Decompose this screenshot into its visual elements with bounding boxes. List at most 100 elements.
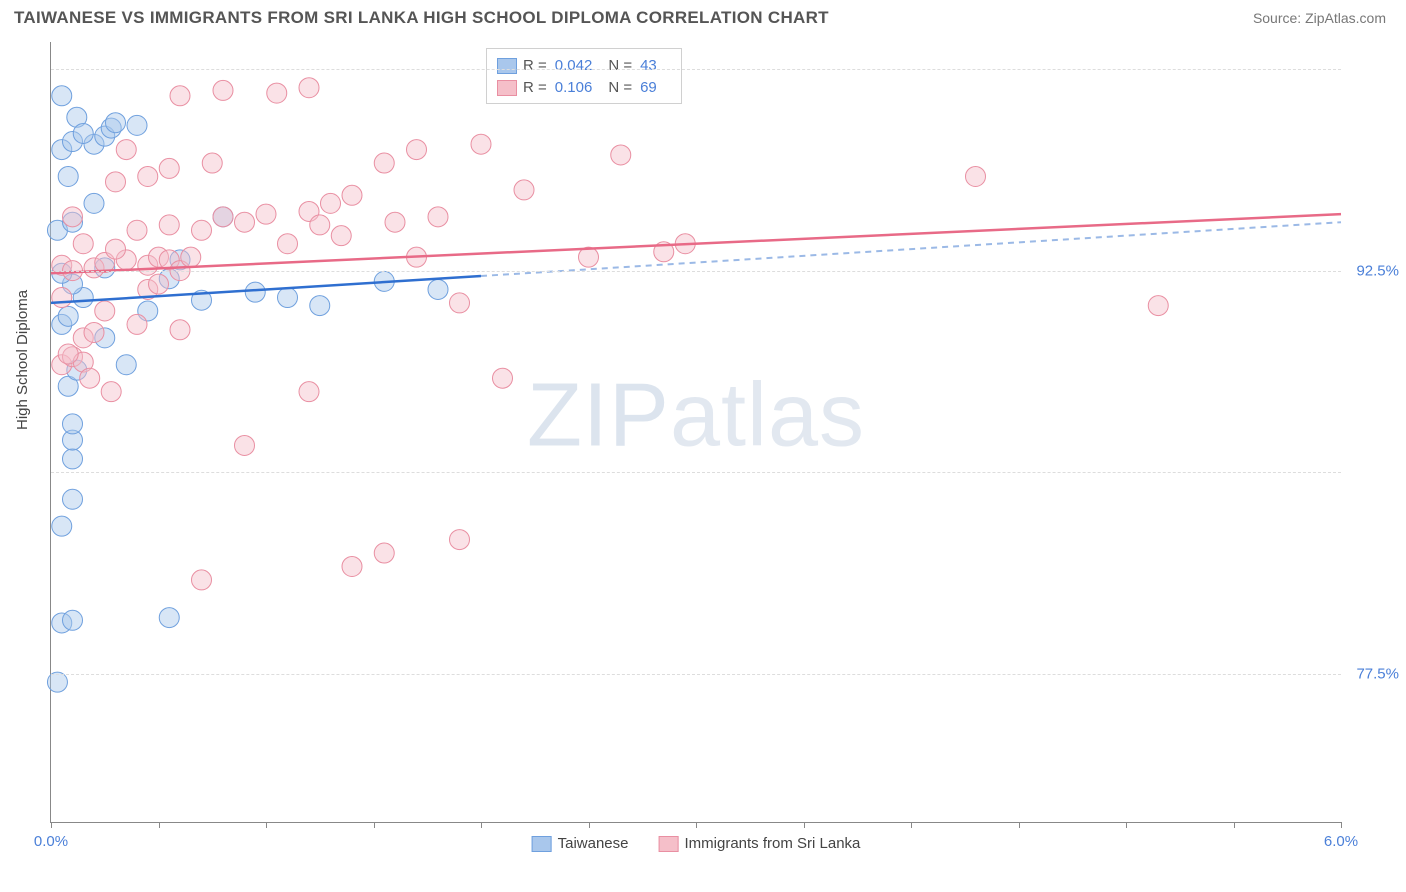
scatter-point — [267, 83, 287, 103]
scatter-point — [310, 215, 330, 235]
scatter-point — [342, 185, 362, 205]
legend-swatch — [497, 58, 517, 74]
scatter-point — [149, 274, 169, 294]
scatter-point — [63, 414, 83, 434]
scatter-point — [58, 344, 78, 364]
legend-row: R = 0.042 N = 43 — [497, 55, 667, 77]
x-tick — [1126, 822, 1127, 828]
series-legend-item: Taiwanese — [532, 835, 629, 852]
legend-n-value: 43 — [640, 55, 657, 77]
x-tick — [589, 822, 590, 828]
legend-row: R =0.106N =69 — [497, 77, 667, 99]
gridline — [51, 674, 1341, 675]
legend-swatch — [659, 836, 679, 852]
legend-n-value: 69 — [640, 77, 657, 99]
scatter-point — [52, 516, 72, 536]
scatter-point — [450, 293, 470, 313]
scatter-point — [73, 123, 93, 143]
scatter-point — [63, 207, 83, 227]
scatter-point — [428, 279, 448, 299]
scatter-point — [450, 530, 470, 550]
series-legend-label: Taiwanese — [558, 835, 629, 852]
scatter-point — [127, 115, 147, 135]
x-tick-label: 0.0% — [34, 833, 68, 850]
correlation-legend: R = 0.042 N = 43R = 0.106 N = 69 — [486, 48, 682, 104]
scatter-point — [127, 220, 147, 240]
scatter-point — [321, 193, 341, 213]
x-tick — [911, 822, 912, 828]
series-legend: Taiwanese Immigrants from Sri Lanka — [532, 835, 861, 852]
scatter-point — [106, 239, 126, 259]
legend-r-value: 0.106 — [555, 77, 593, 99]
scatter-point — [213, 80, 233, 100]
scatter-point — [235, 435, 255, 455]
scatter-point — [84, 193, 104, 213]
scatter-point — [63, 610, 83, 630]
scatter-point — [611, 145, 631, 165]
scatter-svg — [51, 42, 1341, 822]
scatter-point — [331, 226, 351, 246]
scatter-point — [342, 556, 362, 576]
y-tick-label: 77.5% — [1347, 666, 1399, 683]
scatter-point — [471, 134, 491, 154]
scatter-point — [256, 204, 276, 224]
legend-swatch — [497, 80, 517, 96]
scatter-point — [192, 220, 212, 240]
scatter-point — [235, 212, 255, 232]
scatter-point — [374, 543, 394, 563]
scatter-point — [192, 570, 212, 590]
scatter-point — [181, 247, 201, 267]
scatter-point — [213, 207, 233, 227]
x-tick — [481, 822, 482, 828]
legend-r-value: 0.042 — [555, 55, 593, 77]
scatter-point — [278, 234, 298, 254]
scatter-point — [159, 215, 179, 235]
scatter-point — [73, 234, 93, 254]
scatter-point — [58, 166, 78, 186]
x-tick-label: 6.0% — [1324, 833, 1358, 850]
source-attribution: Source: ZipAtlas.com — [1253, 10, 1386, 26]
scatter-point — [106, 172, 126, 192]
scatter-point — [52, 288, 72, 308]
x-tick — [804, 822, 805, 828]
scatter-point — [299, 78, 319, 98]
scatter-point — [159, 158, 179, 178]
gridline — [51, 271, 1341, 272]
scatter-point — [52, 86, 72, 106]
y-axis-label: High School Diploma — [14, 290, 31, 430]
scatter-point — [127, 314, 147, 334]
legend-r-label: R = — [523, 55, 547, 77]
scatter-point — [95, 301, 115, 321]
legend-n-label: N = — [608, 77, 632, 99]
scatter-point — [80, 368, 100, 388]
scatter-point — [1148, 296, 1168, 316]
scatter-point — [63, 449, 83, 469]
scatter-point — [170, 86, 190, 106]
scatter-point — [116, 140, 136, 160]
gridline — [51, 472, 1341, 473]
scatter-point — [385, 212, 405, 232]
scatter-point — [106, 113, 126, 133]
scatter-point — [84, 322, 104, 342]
y-tick-label: 92.5% — [1347, 262, 1399, 279]
x-tick — [696, 822, 697, 828]
legend-swatch — [532, 836, 552, 852]
scatter-point — [202, 153, 222, 173]
scatter-point — [47, 672, 67, 692]
scatter-point — [407, 140, 427, 160]
x-tick — [374, 822, 375, 828]
scatter-point — [101, 382, 121, 402]
scatter-point — [278, 288, 298, 308]
x-tick — [266, 822, 267, 828]
scatter-point — [245, 282, 265, 302]
x-tick — [1341, 822, 1342, 828]
scatter-point — [159, 608, 179, 628]
legend-n-label: N = — [608, 55, 632, 77]
scatter-point — [116, 355, 136, 375]
scatter-point — [299, 382, 319, 402]
scatter-point — [310, 296, 330, 316]
scatter-point — [428, 207, 448, 227]
series-legend-item: Immigrants from Sri Lanka — [659, 835, 861, 852]
chart-plot-area: ZIPatlas R =0.042N =43R =0.106N =69 Taiw… — [50, 42, 1341, 823]
trend-line-extrapolated — [481, 222, 1341, 276]
